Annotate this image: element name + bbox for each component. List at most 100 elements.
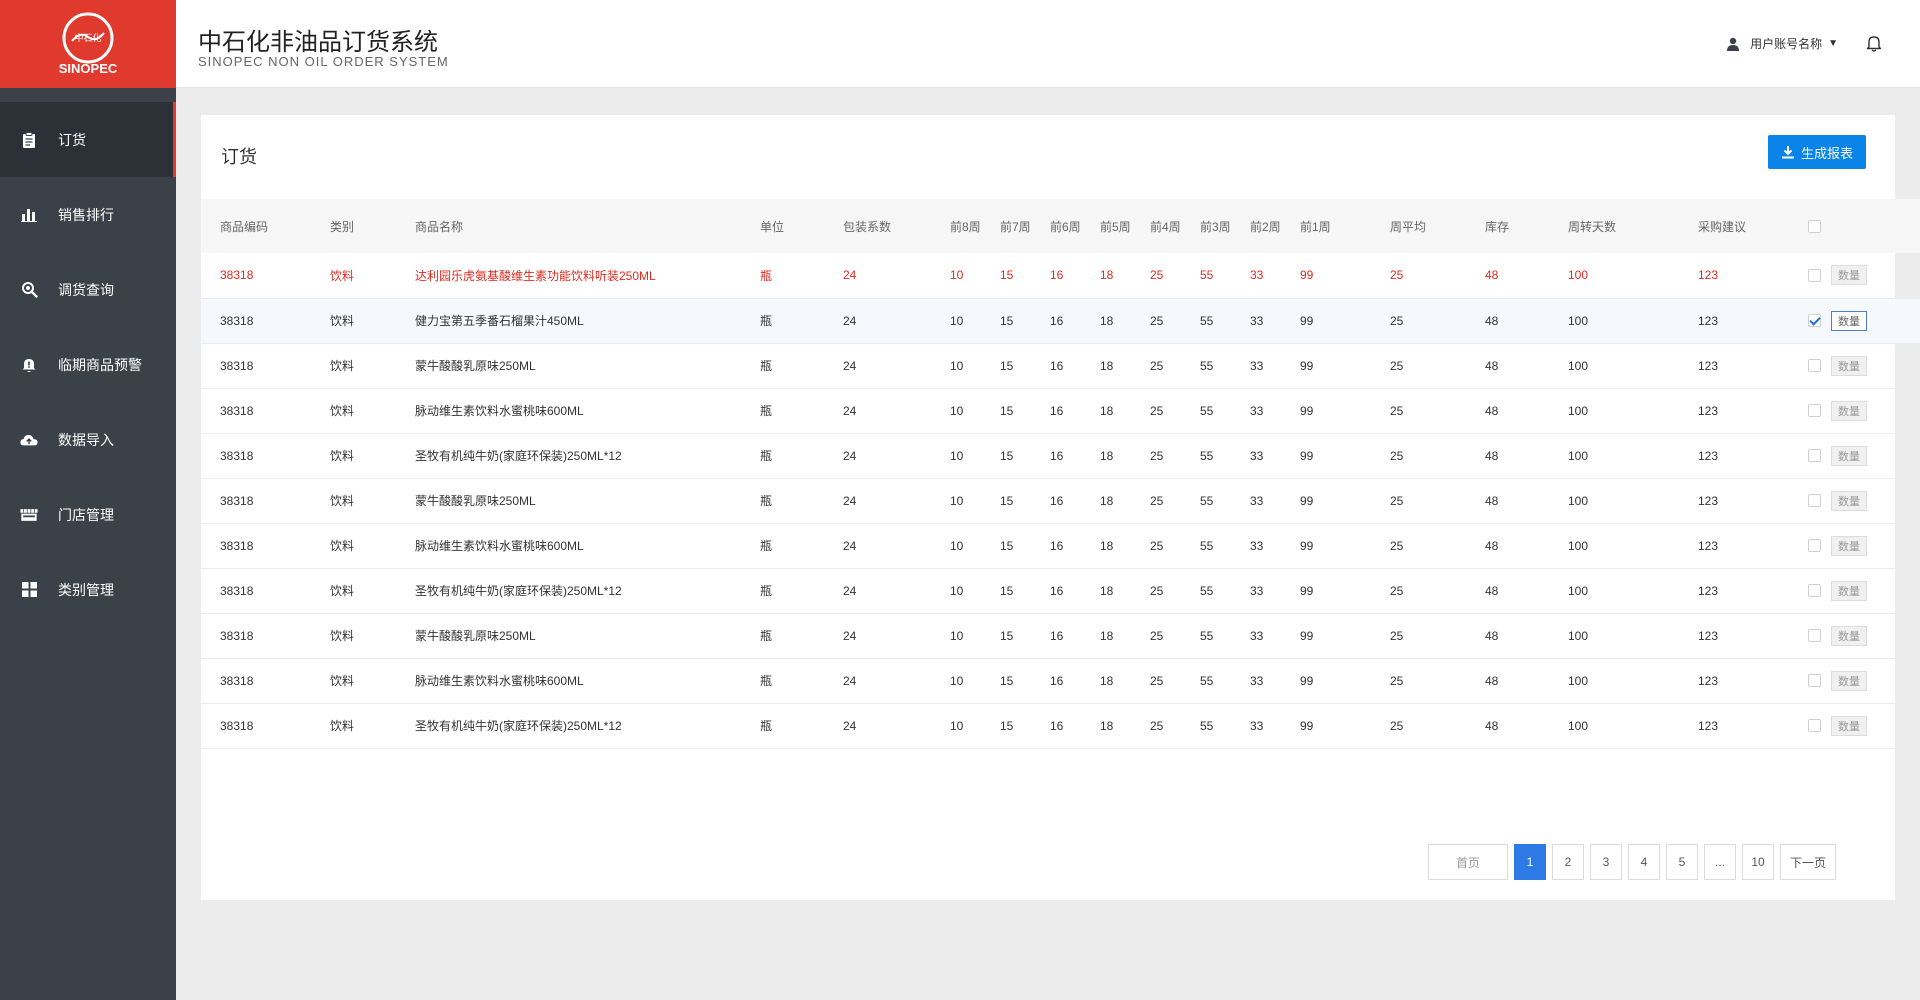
table-row[interactable]: 38318 饮料 达利园乐虎氨基酸维生素功能饮料听装250ML 瓶 24 10 15 16 18… xyxy=(201,253,1920,299)
row-checkbox[interactable] xyxy=(1808,268,1821,282)
cell-w6: 16 xyxy=(1031,478,1081,524)
cell-w8: 10 xyxy=(931,523,981,569)
cell-w5: 18 xyxy=(1081,253,1131,299)
table-row[interactable]: 38318 饮料 健力宝第五季番石榴果汁450ML 瓶 24 10 15 16 18 25 55 33… xyxy=(201,298,1920,344)
quantity-input[interactable]: 数量 xyxy=(1831,580,1867,601)
cell-w3: 55 xyxy=(1181,703,1231,749)
table-row[interactable]: 38318 饮料 脉动维生素饮料水蜜桃味600ML 瓶 24 10 15 16 18 25 55 33… xyxy=(201,658,1920,704)
sidebar-item-3[interactable]: 临期商品预警 xyxy=(0,327,176,402)
row-checkbox[interactable] xyxy=(1808,674,1821,687)
page-button[interactable]: 1 xyxy=(1514,844,1546,880)
cell-w3: 55 xyxy=(1181,253,1231,299)
table-row[interactable]: 38318 饮料 蒙牛酸酸乳原味250ML 瓶 24 10 15 16 18 25 55 33 99 25… xyxy=(201,613,1920,659)
column-header: 前8周 xyxy=(931,199,981,253)
cell-days: 100 xyxy=(1549,658,1679,704)
row-checkbox[interactable] xyxy=(1808,584,1821,597)
cell-days: 100 xyxy=(1549,253,1679,299)
page-button[interactable]: 10 xyxy=(1742,844,1774,880)
quantity-input[interactable]: 数量 xyxy=(1831,445,1867,466)
cell-w3: 55 xyxy=(1181,523,1231,569)
cell-code: 38318 xyxy=(201,343,311,389)
row-checkbox[interactable] xyxy=(1808,449,1821,462)
cell-name: 健力宝第五季番石榴果汁450ML xyxy=(396,298,741,344)
quantity-input[interactable]: 数量 xyxy=(1831,490,1867,511)
cell-days: 100 xyxy=(1549,388,1679,434)
cell-stock: 48 xyxy=(1466,433,1549,479)
cell-days: 100 xyxy=(1549,433,1679,479)
cell-stock: 48 xyxy=(1466,703,1549,749)
cell-actions: 数量 xyxy=(1789,568,1920,614)
next-page-button[interactable]: 下一页 xyxy=(1780,844,1836,880)
quantity-input[interactable]: 数量 xyxy=(1831,265,1867,286)
order-panel: 订货 生成报表 商品编码 类别 商品名称 单位 包装系数 前8周 前7周 前6周 前5周 前4周前… xyxy=(201,115,1920,900)
select-all-checkbox[interactable] xyxy=(1808,220,1821,234)
cell-w5: 18 xyxy=(1081,478,1131,524)
cell-stock: 48 xyxy=(1466,523,1549,569)
page-button[interactable]: ... xyxy=(1704,844,1736,880)
page-button[interactable]: 3 xyxy=(1590,844,1622,880)
user-menu[interactable]: 用户账号名称 ▼ xyxy=(1726,35,1838,52)
first-page-button[interactable]: 首页 xyxy=(1428,844,1508,880)
row-checkbox[interactable] xyxy=(1808,539,1821,552)
cell-category: 饮料 xyxy=(311,568,396,614)
table-row[interactable]: 38318 饮料 脉动维生素饮料水蜜桃味600ML 瓶 24 10 15 16 18 25 55 33… xyxy=(201,523,1920,569)
quantity-input[interactable]: 数量 xyxy=(1831,715,1867,736)
cell-w6: 16 xyxy=(1031,298,1081,344)
quantity-input[interactable]: 数量 xyxy=(1831,355,1867,376)
table-row[interactable]: 38318 饮料 圣牧有机纯牛奶(家庭环保装)250ML*12 瓶 24 10 15 16 18… xyxy=(201,433,1920,479)
cell-w4: 25 xyxy=(1131,388,1181,434)
cell-suggest: 123 xyxy=(1679,253,1789,299)
cell-avg: 25 xyxy=(1371,523,1466,569)
cell-avg: 25 xyxy=(1371,343,1466,389)
row-checkbox[interactable] xyxy=(1808,359,1821,372)
row-checkbox[interactable] xyxy=(1808,719,1821,732)
sidebar-item-0[interactable]: 订货 xyxy=(0,102,176,177)
cell-w4: 25 xyxy=(1131,658,1181,704)
cell-w2: 33 xyxy=(1231,298,1281,344)
cell-days: 100 xyxy=(1549,298,1679,344)
cell-unit: 瓶 xyxy=(741,388,824,434)
quantity-input[interactable]: 数量 xyxy=(1831,625,1867,646)
table-row[interactable]: 38318 饮料 圣牧有机纯牛奶(家庭环保装)250ML*12 瓶 24 10 15 16 18… xyxy=(201,568,1920,614)
cell-unit: 瓶 xyxy=(741,703,824,749)
cell-w2: 33 xyxy=(1231,703,1281,749)
cell-avg: 25 xyxy=(1371,568,1466,614)
cell-stock: 48 xyxy=(1466,613,1549,659)
table-row[interactable]: 38318 饮料 蒙牛酸酸乳原味250ML 瓶 24 10 15 16 18 25 55 33 99 25… xyxy=(201,343,1920,389)
table-row[interactable]: 38318 饮料 蒙牛酸酸乳原味250ML 瓶 24 10 15 16 18 25 55 33 99 25… xyxy=(201,478,1920,524)
cell-category: 饮料 xyxy=(311,388,396,434)
sidebar-item-6[interactable]: 类别管理 xyxy=(0,552,176,627)
table-row[interactable]: 38318 饮料 脉动维生素饮料水蜜桃味600ML 瓶 24 10 15 16 18 25 55 33… xyxy=(201,388,1920,434)
generate-report-button[interactable]: 生成报表 xyxy=(1768,135,1866,169)
sidebar-item-5[interactable]: 门店管理 xyxy=(0,477,176,552)
cell-w6: 16 xyxy=(1031,388,1081,434)
quantity-input[interactable]: 数量 xyxy=(1831,310,1867,331)
cell-unit: 瓶 xyxy=(741,613,824,659)
sidebar-item-4[interactable]: 数据导入 xyxy=(0,402,176,477)
row-checkbox[interactable] xyxy=(1808,404,1821,417)
quantity-input[interactable]: 数量 xyxy=(1831,400,1867,421)
cell-w7: 15 xyxy=(981,388,1031,434)
table-row[interactable]: 38318 饮料 圣牧有机纯牛奶(家庭环保装)250ML*12 瓶 24 10 15 16 18… xyxy=(201,703,1920,749)
bell-icon[interactable] xyxy=(1866,34,1882,52)
cell-suggest: 123 xyxy=(1679,523,1789,569)
cell-suggest: 123 xyxy=(1679,613,1789,659)
cell-unit: 瓶 xyxy=(741,523,824,569)
page-button[interactable]: 5 xyxy=(1666,844,1698,880)
page-button[interactable]: 4 xyxy=(1628,844,1660,880)
row-checkbox[interactable] xyxy=(1808,494,1821,507)
quantity-input[interactable]: 数量 xyxy=(1831,535,1867,556)
sidebar-item-1[interactable]: 销售排行 xyxy=(0,177,176,252)
quantity-input[interactable]: 数量 xyxy=(1831,670,1867,691)
cell-w1: 99 xyxy=(1281,433,1371,479)
row-checkbox[interactable] xyxy=(1808,629,1821,642)
user-name: 用户账号名称 xyxy=(1750,37,1823,51)
cell-w8: 10 xyxy=(931,433,981,479)
cell-w7: 15 xyxy=(981,343,1031,389)
sidebar: 订货 销售排行 调货查询 临期商品预警 数据导入 门店管理 类别管理 xyxy=(0,88,176,1000)
page-button[interactable]: 2 xyxy=(1552,844,1584,880)
sidebar-item-2[interactable]: 调货查询 xyxy=(0,252,176,327)
cell-category: 饮料 xyxy=(311,613,396,659)
row-checkbox[interactable] xyxy=(1808,314,1821,327)
cell-unit: 瓶 xyxy=(741,478,824,524)
